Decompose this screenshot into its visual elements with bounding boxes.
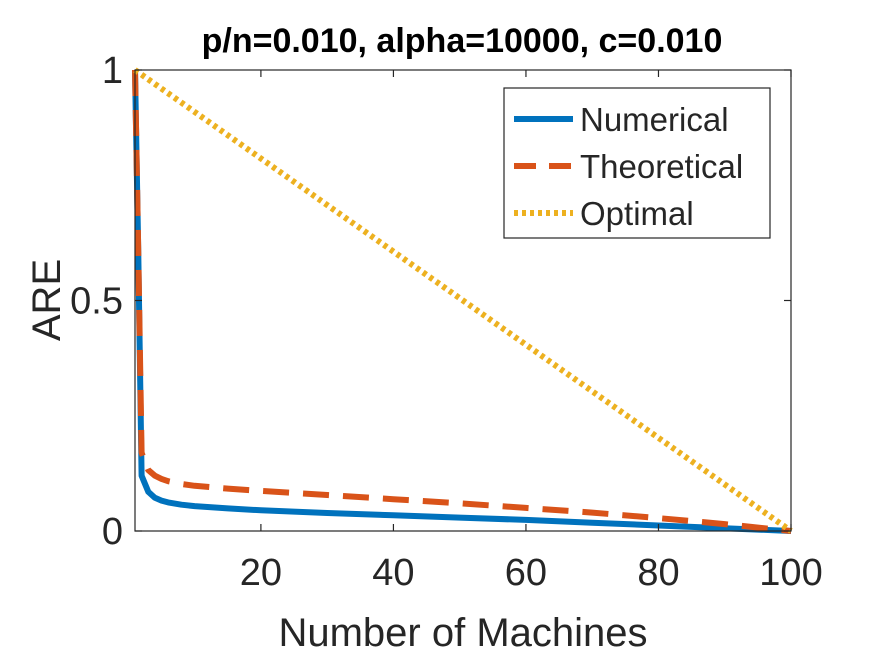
x-axis-label: Number of Machines bbox=[278, 611, 647, 655]
y-tick-label: 1 bbox=[102, 50, 123, 92]
legend-label-optimal: Optimal bbox=[580, 195, 694, 232]
x-tick-label: 20 bbox=[240, 552, 282, 594]
axes bbox=[134, 69, 792, 532]
x-tick-label: 40 bbox=[372, 552, 414, 594]
chart-title: p/n=0.010, alpha=10000, c=0.010 bbox=[202, 22, 723, 60]
legend: Numerical Theoretical Optimal bbox=[503, 87, 771, 239]
legend-entries: Numerical Theoretical Optimal bbox=[514, 101, 743, 232]
legend-label-numerical: Numerical bbox=[580, 101, 729, 138]
y-axis-label: ARE bbox=[25, 259, 69, 341]
legend-label-theoretical: Theoretical bbox=[580, 148, 743, 185]
x-tick-label: 100 bbox=[759, 552, 822, 594]
series-layer bbox=[132, 67, 793, 534]
x-tick-label: 80 bbox=[637, 552, 679, 594]
series-line-numerical bbox=[132, 69, 792, 534]
y-tick-label: 0 bbox=[102, 511, 123, 553]
y-tick-label: 0.5 bbox=[70, 281, 123, 323]
x-tick-label: 60 bbox=[505, 552, 547, 594]
tick-labels: 20 40 60 80 100 0 0.5 1 bbox=[70, 50, 823, 594]
series-line-optimal bbox=[133, 67, 793, 534]
